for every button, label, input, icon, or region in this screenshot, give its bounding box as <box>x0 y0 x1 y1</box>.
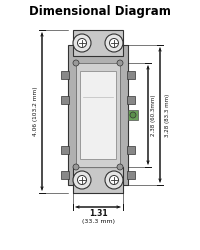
Bar <box>61 146 69 154</box>
Bar <box>73 30 123 56</box>
Text: Dimensional Diagram: Dimensional Diagram <box>29 6 171 18</box>
Circle shape <box>117 60 123 66</box>
Bar <box>61 71 69 79</box>
Bar <box>68 45 128 185</box>
Circle shape <box>73 164 79 170</box>
Bar <box>128 110 138 120</box>
Circle shape <box>117 164 123 170</box>
Circle shape <box>110 38 118 48</box>
Circle shape <box>73 34 91 52</box>
Circle shape <box>73 171 91 189</box>
Circle shape <box>73 60 79 66</box>
Bar <box>80 71 116 159</box>
Bar <box>127 146 135 154</box>
Bar <box>127 71 135 79</box>
Text: 2.38 (60.3mm): 2.38 (60.3mm) <box>151 94 156 136</box>
Text: 3.28 (83.3 mm): 3.28 (83.3 mm) <box>166 93 170 136</box>
Bar <box>73 167 123 193</box>
Bar <box>76 63 120 167</box>
Bar <box>61 96 69 104</box>
Text: (33.3 mm): (33.3 mm) <box>82 218 114 224</box>
Bar <box>127 171 135 179</box>
Bar <box>127 96 135 104</box>
Text: 4.06 (103.2 mm): 4.06 (103.2 mm) <box>34 87 38 136</box>
Bar <box>61 171 69 179</box>
Circle shape <box>78 176 86 184</box>
Circle shape <box>110 176 118 184</box>
Circle shape <box>78 38 86 48</box>
Circle shape <box>130 112 136 118</box>
Circle shape <box>105 171 123 189</box>
Text: 1.31: 1.31 <box>89 210 107 218</box>
Circle shape <box>105 34 123 52</box>
